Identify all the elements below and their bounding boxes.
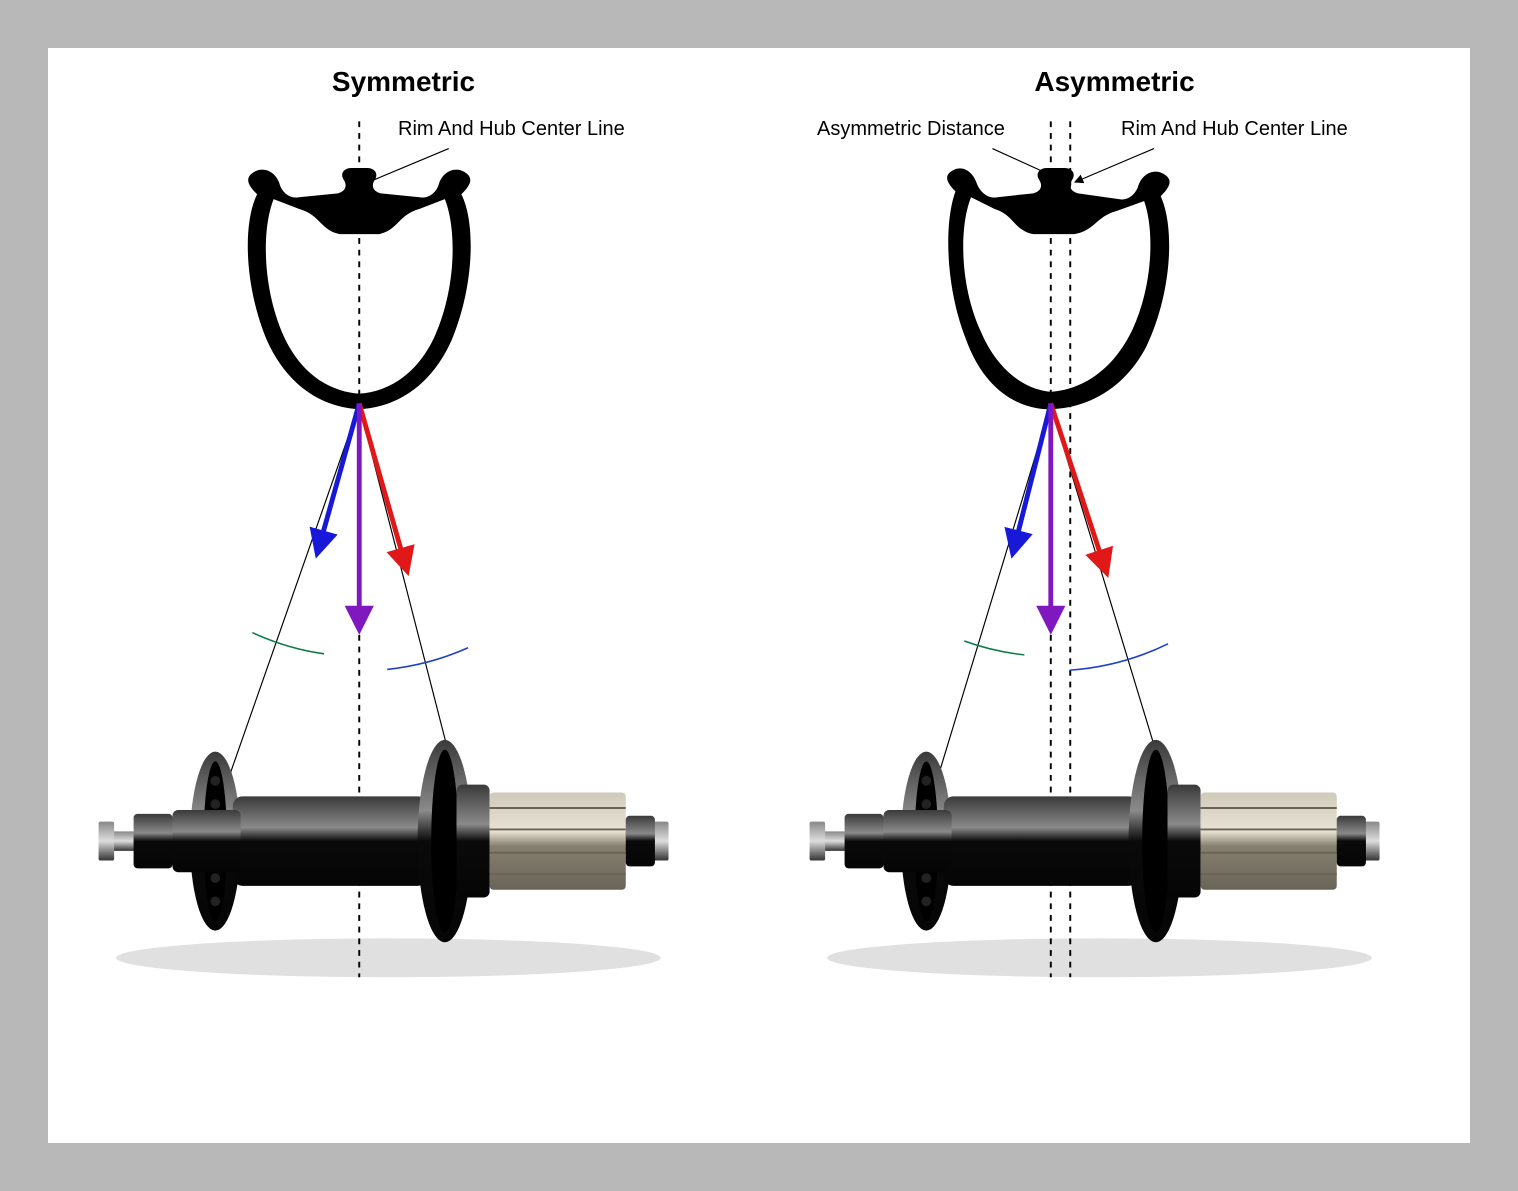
spoke-line-left-l (213, 405, 359, 821)
label-arrow-left (365, 149, 449, 184)
spoke-line-right-l (924, 405, 1050, 821)
arrow-blue-right (1014, 403, 1051, 549)
arrow-red-right (1051, 403, 1105, 568)
hub-right (810, 740, 1380, 977)
arc-green-right (964, 641, 1024, 655)
hub-left (99, 740, 669, 977)
arrow-blue-left (318, 403, 359, 549)
rim-asymmetric (947, 168, 1169, 409)
arc-green-left (252, 633, 324, 654)
arc-blue-right (1069, 644, 1168, 670)
label-arrow-center-right (1076, 149, 1154, 182)
panel-symmetric: Symmetric Rim And Hub Center Line (48, 48, 759, 1143)
arc-blue-left (387, 648, 468, 670)
svg-symmetric (48, 48, 759, 1143)
arrow-red-left (359, 403, 406, 566)
panel-asymmetric: Asymmetric Asymmetric Distance Rim And H… (759, 48, 1470, 1143)
diagram-canvas: Symmetric Rim And Hub Center Line (20, 20, 1498, 1171)
svg-asymmetric (759, 48, 1470, 1143)
